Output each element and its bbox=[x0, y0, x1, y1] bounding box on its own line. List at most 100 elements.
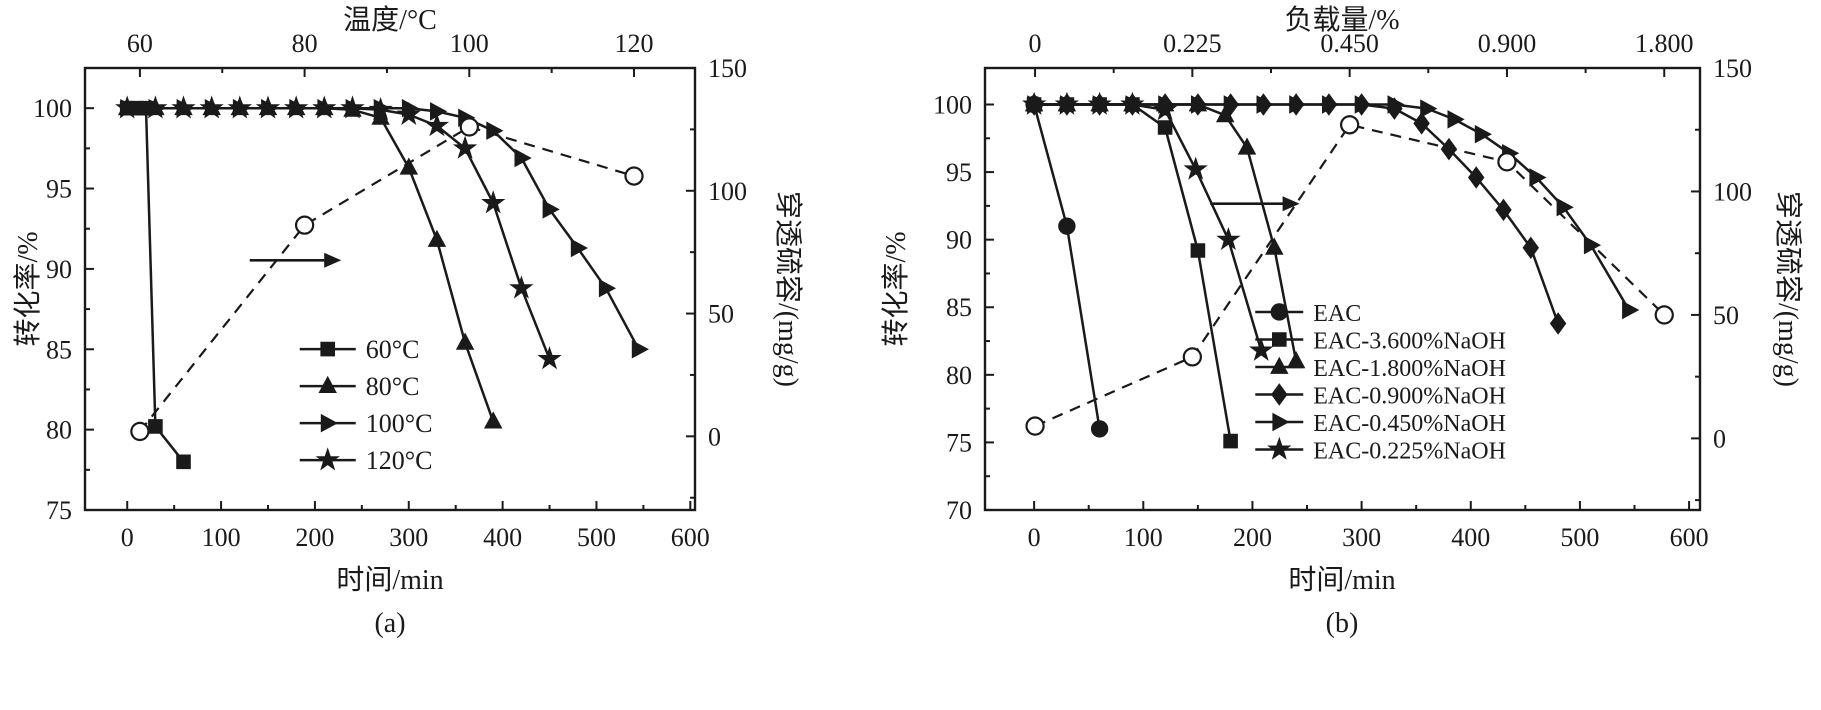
chart-a-top-axis-title: 温度/°C bbox=[343, 5, 437, 36]
tick-label: 80 bbox=[292, 29, 318, 58]
tick-label: 95 bbox=[46, 175, 72, 204]
marker-triangle-right bbox=[1223, 95, 1241, 114]
chart-b-panel: 0 100 200 300 400 500 600 0 0.225 0.450 0.900 1.800… bbox=[860, 0, 1821, 710]
marker-circle-open bbox=[1497, 152, 1517, 172]
marker-star bbox=[284, 95, 309, 119]
marker-star bbox=[1216, 226, 1241, 250]
marker-triangle-right bbox=[1474, 124, 1492, 144]
tick-label: 600 bbox=[671, 523, 710, 552]
legend-marker-square bbox=[320, 341, 335, 357]
tick-label: 300 bbox=[389, 523, 428, 552]
marker-triangle-right bbox=[598, 278, 617, 298]
marker-star bbox=[1183, 156, 1208, 180]
marker-square bbox=[148, 419, 163, 434]
marker-star bbox=[537, 346, 562, 370]
tick-label: 100 bbox=[450, 29, 489, 58]
tick-label: 100 bbox=[202, 523, 241, 552]
legend-marker-star bbox=[315, 447, 340, 471]
series-line-EAC-3.600%NaOH bbox=[1034, 103, 1232, 442]
legend-marker-diamond bbox=[1271, 383, 1288, 406]
marker-star bbox=[509, 275, 534, 299]
marker-triangle-up bbox=[1286, 351, 1306, 369]
tick-label: 100 bbox=[933, 90, 972, 119]
series-line-EAC-1.800%NaOH bbox=[1034, 103, 1298, 362]
marker-triangle-right bbox=[1354, 95, 1372, 114]
marker-circle-open bbox=[1182, 347, 1203, 367]
marker-diamond bbox=[1467, 166, 1485, 189]
tick-label: 0.450 bbox=[1320, 29, 1379, 58]
marker-triangle-right bbox=[1289, 95, 1307, 114]
legend-label: EAC-0.450%NaOH bbox=[1313, 411, 1506, 437]
tick-label: 95 bbox=[946, 158, 972, 187]
tick-label: 100 bbox=[708, 177, 747, 206]
tick-label: 400 bbox=[1451, 523, 1490, 552]
tick-label: 90 bbox=[946, 226, 972, 255]
tick-label: 120 bbox=[615, 29, 654, 58]
marker-diamond bbox=[1413, 112, 1430, 135]
legend-label: EAC-0.225%NaOH bbox=[1313, 438, 1506, 464]
tick-label: 150 bbox=[708, 54, 747, 83]
chart-b-left-axis-title: 转化率/% bbox=[881, 231, 912, 347]
marker-triangle-right bbox=[1256, 95, 1274, 114]
tick-label: 60 bbox=[127, 29, 153, 58]
marker-triangle-right bbox=[1529, 168, 1547, 187]
tick-label: 150 bbox=[1713, 54, 1752, 83]
tick-label: 75 bbox=[946, 428, 972, 457]
chart-b-top-axis-title: 负载量/% bbox=[1284, 5, 1400, 36]
legend-marker-triangle-up bbox=[318, 375, 337, 393]
marker-diamond bbox=[1549, 312, 1567, 335]
tick-label: 80 bbox=[46, 416, 72, 445]
marker-triangle-right bbox=[1447, 110, 1465, 129]
series-line-100°C bbox=[127, 106, 640, 350]
marker-triangle-up bbox=[427, 229, 447, 247]
tick-label: 50 bbox=[1713, 301, 1739, 330]
legend-marker-triangle-right bbox=[1272, 412, 1290, 432]
tick-label: 500 bbox=[1560, 523, 1599, 552]
legend-marker-triangle-up bbox=[1270, 356, 1289, 374]
legend-label: EAC-1.800%NaOH bbox=[1313, 356, 1506, 382]
marker-triangle-right bbox=[570, 238, 588, 258]
marker-star bbox=[143, 95, 168, 119]
marker-triangle-right bbox=[1322, 95, 1340, 114]
legend-label: EAC-0.900%NaOH bbox=[1313, 383, 1506, 409]
tick-label: 85 bbox=[46, 335, 72, 364]
chart-a-panel: 0 100 200 300 400 500 600 60 80 100 120 75 80 85 90 95 1… bbox=[0, 0, 860, 710]
series-line-EAC bbox=[1032, 104, 1101, 430]
marker-circle-open bbox=[624, 166, 644, 186]
legend-marker-circle bbox=[1270, 303, 1288, 321]
tick-label: 600 bbox=[1670, 523, 1709, 552]
marker-star bbox=[1120, 91, 1145, 115]
marker-triangle-up bbox=[455, 332, 475, 350]
legend-label: EAC-3.600%NaOH bbox=[1313, 328, 1506, 354]
marker-square bbox=[1190, 243, 1206, 258]
series-line-EAC-0.450%NaOH bbox=[1034, 103, 1631, 311]
marker-star bbox=[227, 95, 252, 119]
marker-triangle-up bbox=[399, 157, 419, 175]
marker-circle-open bbox=[1654, 305, 1674, 325]
tick-label: 400 bbox=[483, 523, 522, 552]
marker-star bbox=[1022, 91, 1047, 115]
tick-label: 0 bbox=[708, 422, 721, 451]
chart-a-caption: (a) bbox=[374, 608, 406, 639]
marker-star bbox=[171, 95, 196, 119]
chart-a-canvas: 0 100 200 300 400 500 600 60 80 100 120 75 80 85 90 95 1… bbox=[0, 0, 860, 710]
right-axis-arrowhead bbox=[324, 252, 342, 268]
tick-label: 80 bbox=[946, 361, 972, 390]
legend-label: 60°C bbox=[366, 335, 420, 364]
tick-label: 500 bbox=[577, 523, 616, 552]
tick-label: 70 bbox=[946, 496, 972, 525]
series-line-80°C bbox=[127, 106, 495, 423]
capacity-series-line bbox=[1034, 123, 1666, 428]
tick-label: 0.225 bbox=[1163, 29, 1222, 58]
marker-star bbox=[368, 97, 393, 121]
marker-square bbox=[176, 454, 191, 470]
tick-label: 1.800 bbox=[1635, 29, 1694, 58]
marker-star bbox=[199, 95, 224, 119]
legend-marker-square bbox=[1272, 332, 1287, 347]
marker-triangle-right bbox=[1191, 95, 1209, 114]
marker-diamond bbox=[1495, 198, 1512, 222]
